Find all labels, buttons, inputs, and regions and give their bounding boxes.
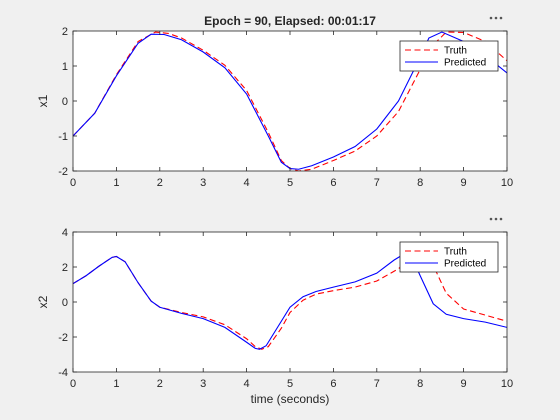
x-tick-label: 6	[330, 177, 336, 189]
y-tick-label: 4	[62, 227, 68, 239]
x-tick-label: 10	[501, 378, 513, 390]
ellipsis-dot	[494, 217, 498, 221]
x-tick-label: 9	[461, 177, 467, 189]
x-tick-label: 7	[374, 177, 380, 189]
legend-label-truth: Truth	[444, 46, 467, 57]
x-tick-label: 3	[200, 378, 206, 390]
y-tick-label: -1	[58, 131, 68, 143]
y-tick-label: -4	[58, 367, 68, 379]
legend-label-predicted: Predicted	[444, 58, 486, 69]
x-tick-label: 8	[417, 378, 423, 390]
x-tick-label: 5	[287, 378, 293, 390]
legend-label-predicted: Predicted	[444, 259, 486, 270]
x-tick-label: 4	[244, 177, 250, 189]
ellipsis-dot	[499, 16, 503, 20]
legend-box	[399, 241, 499, 273]
x-tick-label: 0	[70, 177, 76, 189]
y-tick-label: 2	[62, 262, 68, 274]
x-tick-label: 3	[200, 177, 206, 189]
chart-title: Epoch = 90, Elapsed: 00:01:17	[204, 14, 376, 28]
y-tick-label: 0	[62, 96, 68, 108]
x-tick-label: 2	[157, 177, 163, 189]
ellipsis-dot	[494, 16, 498, 20]
y-axis-label: x1	[36, 94, 50, 107]
ellipsis-icon[interactable]	[489, 16, 503, 20]
x-tick-label: 2	[157, 378, 163, 390]
x-tick-label: 6	[330, 378, 336, 390]
y-tick-label: 0	[62, 297, 68, 309]
y-tick-label: 1	[62, 61, 68, 73]
x-tick-label: 1	[113, 177, 119, 189]
ellipsis-icon[interactable]	[489, 217, 503, 221]
y-tick-label: -2	[58, 166, 68, 178]
x-axis-label: time (seconds)	[251, 392, 330, 406]
x-tick-label: 0	[70, 378, 76, 390]
x-tick-label: 9	[461, 378, 467, 390]
ellipsis-dot	[489, 217, 493, 221]
x-tick-label: 4	[244, 378, 250, 390]
ellipsis-dot	[499, 217, 503, 221]
legend-label-truth: Truth	[444, 247, 467, 258]
x-tick-label: 1	[113, 378, 119, 390]
axes-bottom: 0 1 2 3 4 5 6 7 8 9 10 -4 -2 0 2 4 x2 time (seconds) Truth…	[36, 217, 513, 406]
y-tick-label: -2	[58, 332, 68, 344]
ellipsis-dot	[489, 16, 493, 20]
series-line-predicted	[73, 254, 507, 350]
axes-top: 0 1 2 3 4 5 6 7 8 9 10 -2 -1 0 1 2 Epoch = 90, Elapsed: …	[36, 14, 513, 189]
x-tick-label: 5	[287, 177, 293, 189]
x-tick-label: 10	[501, 177, 513, 189]
x-tick-label: 7	[374, 378, 380, 390]
y-axis-label: x2	[36, 295, 50, 308]
legend-box	[399, 40, 499, 72]
y-tick-label: 2	[62, 26, 68, 38]
x-tick-label: 8	[417, 177, 423, 189]
